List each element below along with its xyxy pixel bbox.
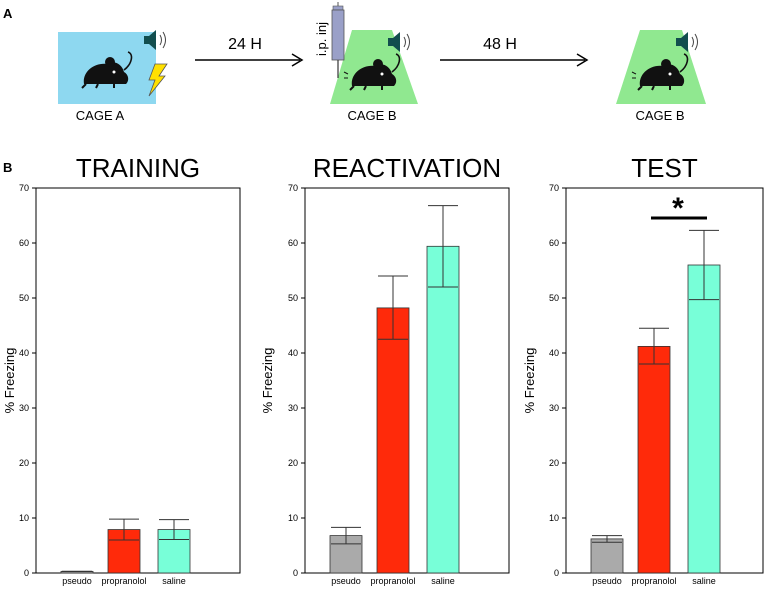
y-tick-label: 50 <box>19 293 29 303</box>
cage-a-label: CAGE A <box>76 108 125 123</box>
y-axis-label: % Freezing <box>260 348 275 414</box>
chart-title: REACTIVATION <box>313 153 501 183</box>
plot-frame <box>35 187 241 574</box>
x-category-label: propranolol <box>631 576 676 586</box>
significance-star: * <box>672 192 684 225</box>
mouse-icon <box>631 53 689 91</box>
bar-saline <box>426 245 460 574</box>
y-tick-label: 50 <box>549 293 559 303</box>
x-category-label: pseudo <box>592 576 622 586</box>
injection-label: i.p. inj <box>314 22 329 56</box>
x-category-label: propranolol <box>101 576 146 586</box>
x-category-label: propranolol <box>370 576 415 586</box>
y-tick-label: 10 <box>288 513 298 523</box>
y-tick-label: 60 <box>288 238 298 248</box>
y-tick-label: 0 <box>24 568 29 578</box>
speaker-icon <box>388 32 410 52</box>
chart-training: TRAINING 0 10 20 30 40 50 60 70 % Freezing pseudo p… <box>2 153 241 586</box>
arrow-48h: 48 H <box>440 36 589 67</box>
y-tick-label: 60 <box>19 238 29 248</box>
chart-title: TEST <box>631 153 698 183</box>
panel-a: A CAGE A 24 H <box>3 2 706 123</box>
mouse-icon <box>81 51 133 89</box>
y-tick-label: 30 <box>19 403 29 413</box>
panel-b-label: B <box>3 160 12 175</box>
bar-saline <box>687 264 721 574</box>
y-tick-label: 0 <box>554 568 559 578</box>
panel-a-label: A <box>3 6 13 21</box>
speaker-icon <box>144 30 166 50</box>
y-tick-label: 10 <box>549 513 559 523</box>
y-tick-label: 40 <box>19 348 29 358</box>
cage-b-label: CAGE B <box>347 108 396 123</box>
bar-propranolol <box>376 307 410 574</box>
y-axis-label: % Freezing <box>2 348 17 414</box>
cage-b-label: CAGE B <box>635 108 684 123</box>
bar-pseudo <box>590 538 624 574</box>
panel-b: B TRAINING 0 10 20 30 40 50 60 70 % Freezing pseud… <box>2 153 764 586</box>
y-tick-label: 30 <box>549 403 559 413</box>
y-tick-label: 70 <box>549 183 559 193</box>
x-category-label: saline <box>162 576 186 586</box>
chart-title: TRAINING <box>76 153 200 183</box>
mouse-icon <box>343 53 401 91</box>
y-tick-label: 30 <box>288 403 298 413</box>
x-category-label: pseudo <box>331 576 361 586</box>
y-tick-label: 60 <box>549 238 559 248</box>
chart-reactivation: REACTIVATION 0 10 20 30 40 50 60 70 % Freezing pse… <box>260 153 510 586</box>
cage-b-reactivation: i.p. inj CAGE B <box>314 2 418 123</box>
y-tick-label: 70 <box>19 183 29 193</box>
syringe-icon <box>331 2 345 78</box>
y-tick-label: 40 <box>549 348 559 358</box>
arrow-24h: 24 H <box>195 36 304 67</box>
y-tick-label: 10 <box>19 513 29 523</box>
x-category-label: pseudo <box>62 576 92 586</box>
y-tick-label: 0 <box>293 568 298 578</box>
x-category-label: saline <box>431 576 455 586</box>
x-category-label: saline <box>692 576 716 586</box>
y-tick-label: 20 <box>288 458 298 468</box>
cage-a: CAGE A <box>58 30 168 123</box>
y-tick-label: 20 <box>19 458 29 468</box>
y-tick-label: 50 <box>288 293 298 303</box>
cage-b-test: CAGE B <box>616 30 706 123</box>
bar-propranolol <box>637 345 671 574</box>
arrow-48h-label: 48 H <box>483 36 517 53</box>
speaker-icon <box>676 32 698 52</box>
y-axis-label: % Freezing <box>522 348 537 414</box>
lightning-icon <box>148 63 168 97</box>
chart-test: TEST 0 10 20 30 40 50 60 70 % Freezing pseudo propr… <box>522 153 764 586</box>
y-tick-label: 70 <box>288 183 298 193</box>
y-tick-label: 20 <box>549 458 559 468</box>
y-tick-label: 40 <box>288 348 298 358</box>
arrow-24h-label: 24 H <box>228 36 262 53</box>
